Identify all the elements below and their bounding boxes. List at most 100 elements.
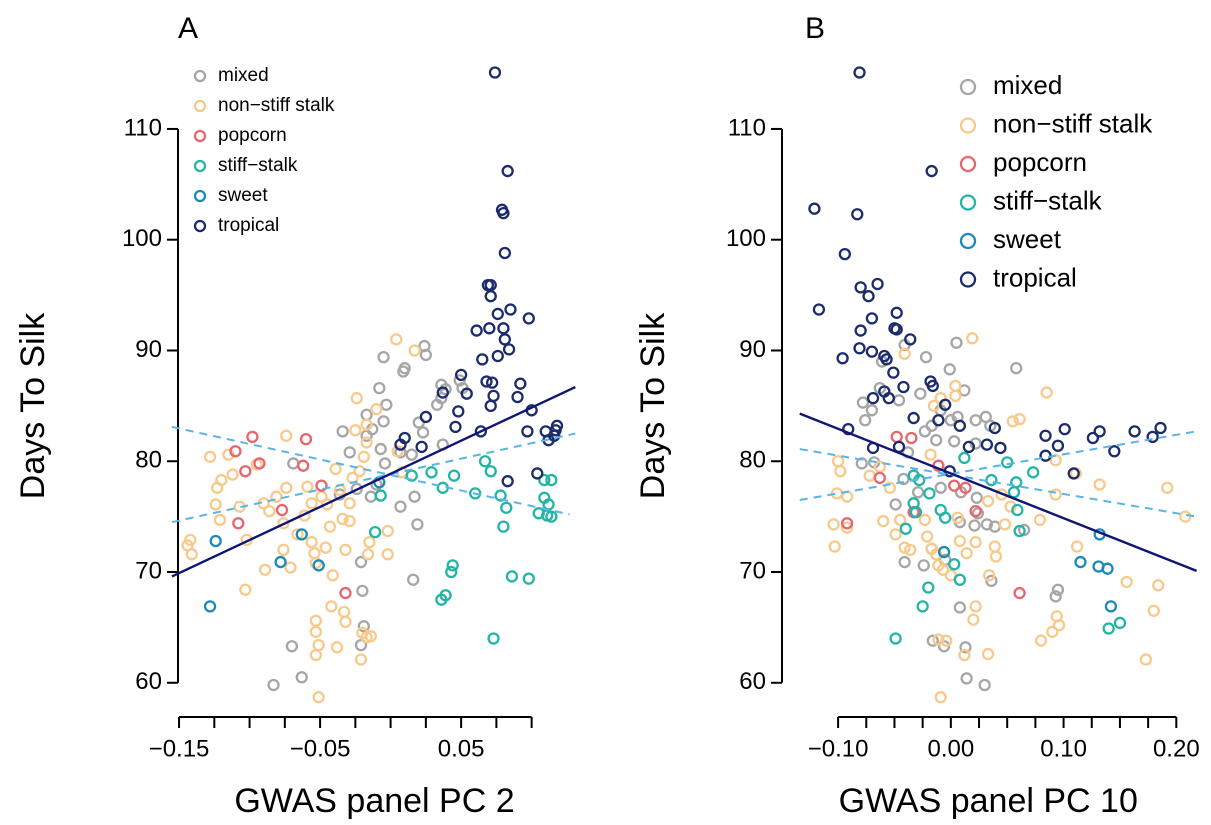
data-point <box>953 534 967 548</box>
data-point <box>357 450 370 463</box>
data-point <box>474 425 488 438</box>
data-point <box>511 390 524 404</box>
x-axis-label: GWAS panel PC 10 <box>839 782 1138 820</box>
data-point <box>855 457 868 470</box>
data-point <box>1093 478 1106 491</box>
data-point <box>859 414 872 427</box>
data-point <box>925 419 938 432</box>
data-point <box>836 352 849 365</box>
data-point <box>916 600 929 613</box>
data-point <box>985 574 998 588</box>
fit-line <box>799 412 1198 573</box>
data-point <box>856 396 870 409</box>
data-point <box>209 534 222 548</box>
data-point <box>909 506 923 519</box>
data-point <box>883 481 897 494</box>
data-point <box>980 518 994 531</box>
data-point <box>239 465 252 478</box>
data-point <box>1074 555 1087 569</box>
data-point <box>494 489 507 502</box>
data-point <box>312 691 325 704</box>
data-point <box>937 545 951 559</box>
data-point <box>1039 449 1052 462</box>
data-point <box>893 513 907 527</box>
data-point <box>522 572 535 585</box>
data-point <box>1052 619 1066 632</box>
data-point <box>408 344 421 357</box>
data-point <box>923 487 936 500</box>
data-point <box>446 559 459 572</box>
data-point <box>969 437 982 450</box>
data-point <box>469 487 482 500</box>
data-point <box>831 455 845 468</box>
data-point <box>500 501 513 514</box>
data-point <box>203 600 217 613</box>
data-point <box>487 632 500 645</box>
data-point <box>339 543 352 557</box>
data-point <box>980 438 994 451</box>
panel: A 60 70 80 90 100 110 −0.15 −0.05 0.05 GWAS panel … <box>14 12 576 820</box>
data-point <box>950 336 963 349</box>
data-point <box>890 306 903 319</box>
data-point <box>353 465 366 478</box>
legend-label: mixed <box>218 65 269 86</box>
data-point <box>319 541 332 554</box>
data-point <box>498 246 511 260</box>
data-point <box>981 494 995 508</box>
data-point <box>1070 540 1084 553</box>
data-point <box>985 473 998 487</box>
data-point <box>911 486 925 499</box>
data-point <box>914 387 927 400</box>
data-point <box>305 535 318 549</box>
data-point <box>948 558 961 571</box>
data-point <box>370 403 383 416</box>
data-point <box>470 324 483 337</box>
data-point <box>405 448 418 461</box>
data-point <box>840 521 854 534</box>
data-point <box>966 332 979 345</box>
data-point <box>343 446 356 459</box>
data-point <box>907 411 920 425</box>
data-point <box>934 481 947 494</box>
data-point <box>932 633 945 646</box>
data-point <box>439 589 452 602</box>
data-point <box>828 540 841 553</box>
data-point <box>1011 503 1024 517</box>
data-point <box>949 389 962 403</box>
data-point <box>270 490 283 503</box>
data-point <box>981 647 995 661</box>
data-point <box>904 333 917 346</box>
data-point <box>904 543 917 557</box>
data-point <box>411 518 424 531</box>
data-point <box>253 457 266 470</box>
y-axis-label: Days To Silk <box>634 312 672 499</box>
data-point <box>953 419 967 432</box>
y-tick-label: 60 <box>739 668 766 695</box>
data-point <box>1034 634 1048 647</box>
data-point <box>865 312 879 325</box>
data-point <box>865 404 879 417</box>
data-point <box>277 517 290 530</box>
legend-marker <box>959 232 977 250</box>
data-point <box>1046 625 1059 638</box>
data-point <box>280 481 293 494</box>
data-point <box>484 290 497 303</box>
data-point <box>284 561 297 574</box>
data-point <box>863 469 876 482</box>
data-point <box>948 479 961 492</box>
x-tick-label: 0.00 <box>927 735 974 762</box>
data-point <box>1051 583 1065 596</box>
data-point <box>521 425 534 438</box>
data-point <box>297 459 310 472</box>
data-point <box>1152 579 1165 592</box>
data-point <box>215 473 228 487</box>
fit-line <box>171 425 570 516</box>
legend-marker <box>193 129 207 143</box>
data-point <box>924 448 937 461</box>
data-point <box>545 473 558 487</box>
data-point <box>181 539 194 552</box>
data-point <box>501 164 514 178</box>
data-point <box>889 498 902 511</box>
data-point <box>343 497 356 510</box>
